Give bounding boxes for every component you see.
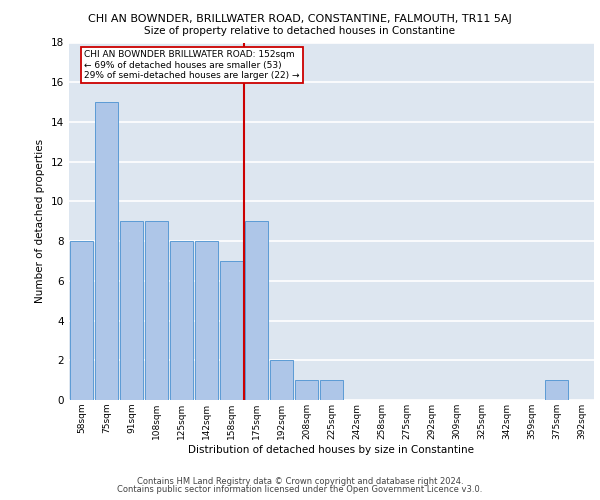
Bar: [295, 380, 318, 400]
Text: CHI AN BOWNDER, BRILLWATER ROAD, CONSTANTINE, FALMOUTH, TR11 5AJ: CHI AN BOWNDER, BRILLWATER ROAD, CONSTAN…: [88, 14, 512, 24]
Bar: [95, 102, 118, 400]
Bar: [195, 241, 218, 400]
Bar: [120, 221, 143, 400]
Bar: [245, 221, 268, 400]
Bar: [145, 221, 168, 400]
Text: Contains HM Land Registry data © Crown copyright and database right 2024.: Contains HM Land Registry data © Crown c…: [137, 477, 463, 486]
X-axis label: Distribution of detached houses by size in Constantine: Distribution of detached houses by size …: [188, 444, 475, 454]
Text: Size of property relative to detached houses in Constantine: Size of property relative to detached ho…: [145, 26, 455, 36]
Text: CHI AN BOWNDER BRILLWATER ROAD: 152sqm
← 69% of detached houses are smaller (53): CHI AN BOWNDER BRILLWATER ROAD: 152sqm ←…: [85, 50, 300, 80]
Bar: [270, 360, 293, 400]
Y-axis label: Number of detached properties: Number of detached properties: [35, 139, 46, 304]
Bar: [70, 241, 93, 400]
Bar: [220, 261, 243, 400]
Bar: [170, 241, 193, 400]
Bar: [320, 380, 343, 400]
Text: Contains public sector information licensed under the Open Government Licence v3: Contains public sector information licen…: [118, 485, 482, 494]
Bar: [545, 380, 568, 400]
